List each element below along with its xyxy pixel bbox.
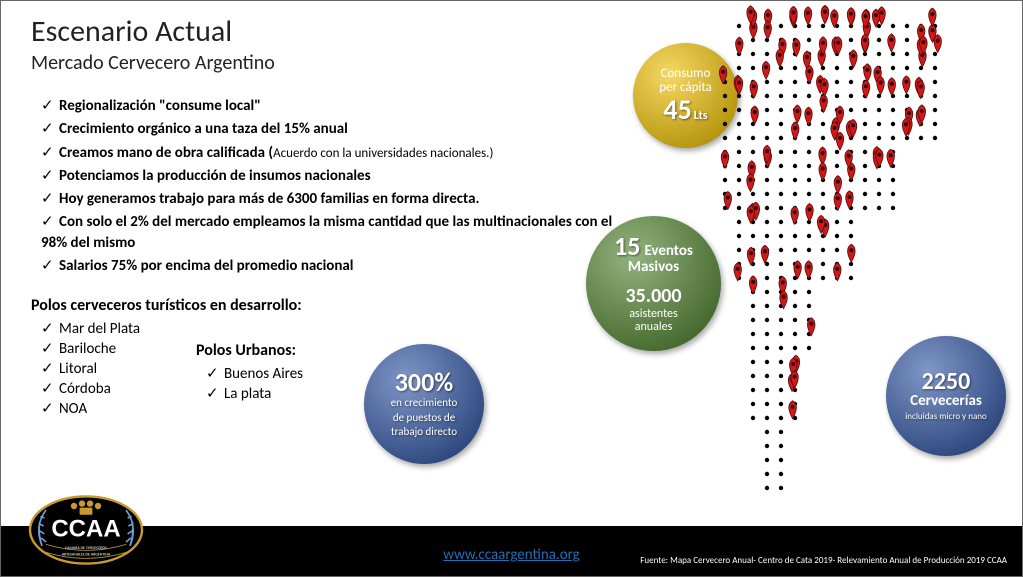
map-pin-icon (888, 78, 896, 96)
check-icon: ✓ (41, 399, 59, 418)
map-pin-icon (749, 276, 757, 294)
map-pin-icon (761, 245, 769, 263)
bullet-item: ✓Regionalización "consume local" (41, 96, 641, 116)
check-icon: ✓ (41, 256, 59, 276)
bullet-item: ✓Salarios 75% por encima del promedio na… (41, 256, 641, 276)
logo-subline2: ARTESANALES DE ARGENTINA (62, 553, 111, 558)
map-pin-icon (864, 64, 872, 82)
page-subtitle: Mercado Cervecero Argentino (31, 51, 275, 75)
check-icon: ✓ (206, 364, 224, 383)
ccaa-logo: CCAA CAMARA DE CERVECEROS ARTESANALES DE… (21, 490, 151, 570)
logo-subline1: CAMARA DE CERVECEROS (65, 546, 107, 551)
map-pin-icon (805, 261, 813, 279)
stat-label: trabajo directo (391, 426, 457, 439)
check-icon: ✓ (206, 384, 224, 403)
stat-circle-crecimiento: 300% en crecimiento de puestos de trabaj… (364, 344, 484, 464)
map-pin-icon (735, 77, 743, 95)
polos-list: ✓Mar del Plata✓Bariloche✓Litoral✓Córdoba… (41, 319, 140, 419)
list-item: ✓Córdoba (41, 379, 140, 398)
polos-heading: Polos cerveceros turísticos en desarroll… (31, 296, 302, 315)
check-icon: ✓ (41, 189, 59, 209)
check-icon: ✓ (41, 96, 59, 116)
check-icon: ✓ (41, 143, 59, 163)
stat-label: anuales (635, 321, 673, 334)
check-icon: ✓ (41, 119, 59, 139)
map-pin-icon (903, 76, 911, 94)
map-pin-icon (804, 7, 812, 25)
map-pin-icon (806, 65, 814, 83)
map-pin-icon (877, 77, 885, 95)
bullet-item: ✓Potenciamos la producción de insumos na… (41, 166, 641, 186)
map-pin-icon (917, 81, 925, 99)
list-item: ✓Litoral (41, 359, 140, 378)
map-pin-icon (834, 176, 842, 194)
page-title: Escenario Actual (31, 13, 232, 50)
bullet-item: ✓Crecimiento orgánico a una taza del 15%… (41, 119, 641, 139)
map-pin-icon (834, 263, 842, 281)
map-pin-icon (806, 203, 814, 221)
map-pin-icon (847, 8, 855, 26)
map-pin-icon (819, 162, 827, 180)
stat-value: 35.000 (625, 284, 681, 308)
map-pin-icon (934, 35, 942, 53)
map-pin-icon (747, 174, 755, 192)
bullet-item: ✓Hoy generamos trabajo para más de 6300 … (41, 189, 641, 209)
map-pin-icon (791, 122, 799, 140)
map-pin-icon (861, 34, 869, 52)
map-pin-icon (736, 37, 744, 55)
urbanos-heading: Polos Urbanos: (196, 341, 296, 360)
footer-source: Fuente: Mapa Cervecero Anual- Centro de … (640, 555, 1007, 566)
list-item: ✓La plata (206, 384, 303, 403)
map-pin-icon (791, 206, 799, 224)
list-item: ✓NOA (41, 399, 140, 418)
footer-link[interactable]: www.ccaargentina.org (443, 546, 579, 564)
list-item: ✓Buenos Aires (206, 364, 303, 383)
map-pin-icon (762, 61, 770, 79)
map-pin-icon (821, 78, 828, 96)
argentina-map (701, 16, 966, 491)
check-icon: ✓ (41, 212, 59, 232)
stat-value: 15 (614, 233, 640, 259)
list-item: ✓Mar del Plata (41, 319, 140, 338)
slide: Escenario Actual Mercado Cervecero Argen… (0, 0, 1023, 577)
check-icon: ✓ (41, 339, 59, 358)
map-pin-icon (764, 21, 772, 39)
stat-label: en crecimiento (391, 397, 458, 410)
map-pin-icon (929, 8, 937, 26)
map-pin-icon (848, 244, 856, 262)
check-icon: ✓ (41, 359, 59, 378)
list-item: ✓Bariloche (41, 339, 140, 358)
bullet-item: ✓Con solo el 2% del mercado empleamos la… (41, 212, 641, 253)
map-pin-icon (721, 150, 729, 168)
check-icon: ✓ (41, 166, 59, 186)
check-icon: ✓ (41, 319, 59, 338)
check-icon: ✓ (41, 379, 59, 398)
stat-label: de puestos de (393, 412, 455, 425)
bullet-item: ✓Creamos mano de obra calificada (Acuerd… (41, 143, 641, 163)
map-pin-icon (850, 50, 858, 68)
map-pin-icon (794, 105, 802, 123)
stat-label: Masivos (628, 258, 679, 276)
map-pin-icon (751, 106, 759, 124)
bullet-list: ✓Regionalización "consume local" ✓Crecimi… (41, 96, 641, 279)
map-pin-icon (776, 49, 784, 67)
urbanos-list: ✓Buenos Aires✓La plata (206, 364, 303, 404)
map-pin-icon (805, 107, 813, 125)
map-pin-icon (888, 34, 896, 52)
map-pin-icon (836, 132, 844, 150)
map-pin-icon (821, 6, 829, 24)
stat-value: 300% (395, 369, 454, 395)
logo-text: CCAA (51, 515, 120, 542)
